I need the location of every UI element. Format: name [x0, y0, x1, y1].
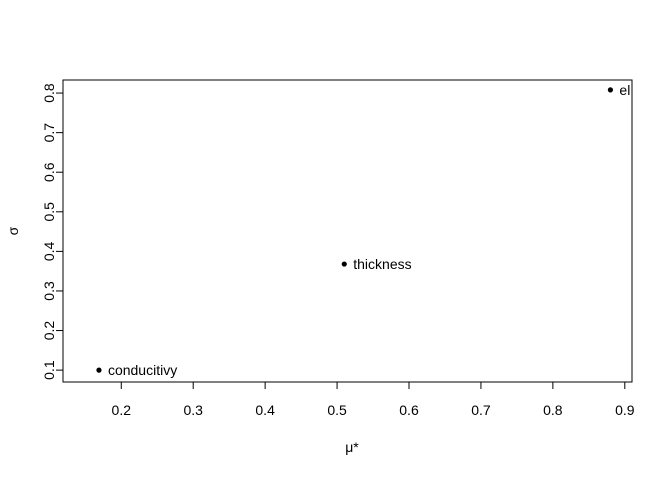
plot-frame: [62, 79, 633, 383]
x-tick-label: 0.6: [399, 402, 419, 418]
x-tick-label: 0.3: [183, 402, 203, 418]
point: [96, 367, 102, 373]
y-tick-label: 0.1: [41, 360, 57, 380]
x-tick-label: 0.7: [471, 402, 491, 418]
point: [341, 261, 347, 267]
point-label: conducitivy: [108, 362, 177, 378]
x-tick-label: 0.5: [327, 402, 347, 418]
x-tick-label: 0.2: [112, 402, 132, 418]
x-tick-label: 0.8: [543, 402, 563, 418]
point-label: el: [619, 82, 630, 98]
y-tick-label: 0.7: [41, 123, 57, 143]
x-axis-label: μ*: [345, 439, 359, 455]
y-axis-label: σ: [5, 226, 21, 235]
point-label: thickness: [353, 256, 411, 272]
y-tick-label: 0.3: [41, 281, 57, 301]
y-tick-label: 0.4: [41, 241, 57, 261]
y-tick-label: 0.5: [41, 202, 57, 222]
y-tick-label: 0.2: [41, 321, 57, 341]
y-tick-label: 0.8: [41, 83, 57, 103]
point: [607, 87, 614, 93]
x-tick-label: 0.4: [255, 402, 275, 418]
plot-area: conducitivy thickness el: [96, 82, 630, 378]
x-tick-label: 0.9: [615, 402, 635, 418]
y-tick-label: 0.6: [41, 162, 57, 182]
